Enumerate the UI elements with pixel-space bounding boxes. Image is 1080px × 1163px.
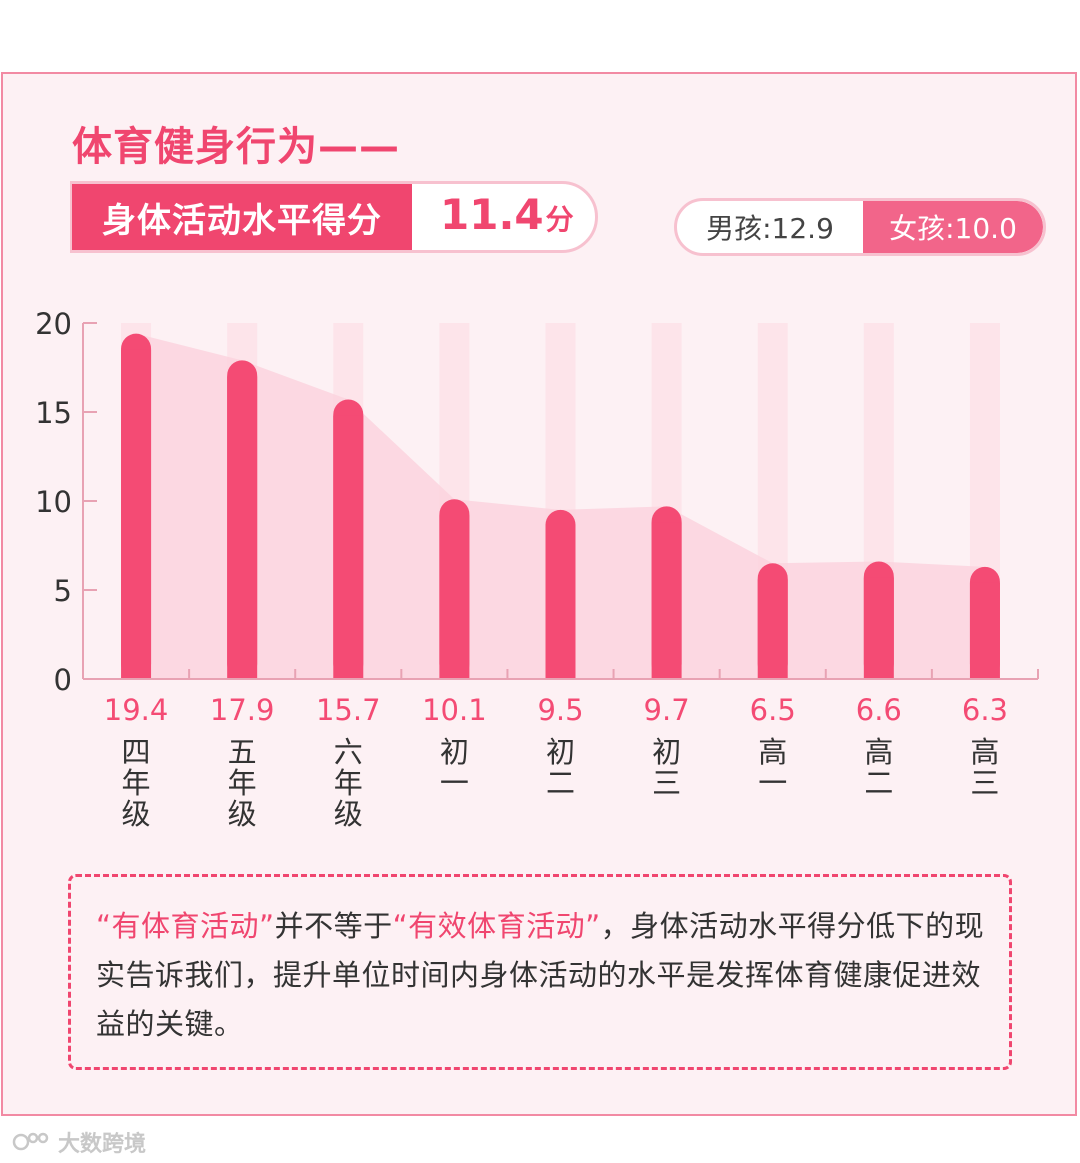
bar-base-7	[863, 577, 894, 679]
category-label: 四年级	[122, 735, 151, 831]
value-label: 6.3	[962, 693, 1008, 727]
value-label: 15.7	[316, 693, 381, 727]
bar-base-3	[439, 515, 470, 679]
girls-score: 女孩:10.0	[863, 201, 1043, 253]
y-tick-label: 20	[35, 307, 72, 341]
bar-chart: 0 5 10 15 20 19.4 四年级 17.9 五年级 15.7 六年级 10.1 初一 9.5 初二…	[35, 307, 1039, 831]
score-unit: 分	[545, 203, 574, 236]
value-label: 6.5	[750, 693, 796, 727]
value-label: 19.4	[104, 693, 169, 727]
note-rest: ，身体活动水平得分低下的现实告诉我们，提升单位时间内身体活动的水平是发挥体育健康…	[96, 909, 985, 1041]
section-title: 体育健身行为——	[72, 124, 400, 170]
category-label: 五年级	[228, 735, 257, 831]
y-tick-label: 5	[54, 574, 72, 608]
category-label: 六年级	[334, 735, 363, 831]
category-label: 初一	[440, 735, 469, 800]
value-label: 10.1	[422, 693, 487, 727]
bar-base-0	[121, 349, 152, 679]
y-tick-label: 15	[35, 396, 72, 430]
bar-base-1	[227, 376, 258, 679]
gender-score-pill: 男孩:12.9 女孩:10.0	[674, 198, 1046, 256]
category-label: 初二	[546, 735, 575, 800]
bar-base-5	[651, 522, 682, 679]
brand-logo-icon	[12, 1132, 49, 1151]
score-value: 11.4 分	[440, 190, 574, 246]
bar-base-4	[545, 525, 576, 679]
value-label: 17.9	[210, 693, 275, 727]
bar-base-6	[757, 579, 788, 679]
bar-base-8	[969, 582, 1000, 679]
boys-score: 男孩:12.9	[706, 212, 834, 245]
y-tick-label: 0	[54, 663, 72, 697]
watermark-text: 大数跨境	[58, 1132, 147, 1157]
category-label: 高二	[864, 735, 893, 800]
score-number: 11.4	[440, 190, 544, 239]
category-label: 高三	[970, 735, 999, 800]
value-label: 6.6	[856, 693, 902, 727]
note-quote-1: “有体育活动”	[96, 909, 275, 943]
watermark: 大数跨境	[12, 1126, 146, 1158]
y-tick-label: 10	[35, 485, 72, 519]
note-quote-2: “有效体育活动”	[392, 909, 601, 943]
score-label: 身体活动水平得分	[72, 184, 412, 250]
note-mid: 并不等于	[274, 909, 393, 943]
note-text: “有体育活动”并不等于“有效体育活动”，身体活动水平得分低下的现实告诉我们，提升…	[96, 902, 1001, 1049]
category-label: 高一	[758, 735, 787, 800]
category-label: 初三	[652, 735, 681, 800]
bar-base-2	[333, 415, 364, 679]
value-label: 9.7	[644, 693, 690, 727]
note-box	[68, 874, 1012, 1070]
value-label: 9.5	[537, 693, 583, 727]
